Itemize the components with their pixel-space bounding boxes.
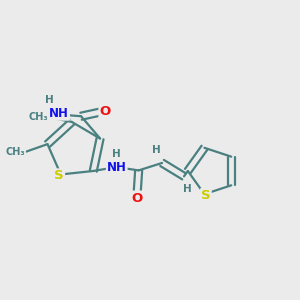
Text: H: H (112, 149, 121, 159)
Text: CH₃: CH₃ (5, 148, 25, 158)
Text: O: O (132, 191, 143, 205)
Text: S: S (201, 189, 211, 202)
Text: NH: NH (107, 161, 127, 174)
Text: S: S (55, 169, 64, 182)
Text: CH₃: CH₃ (29, 112, 48, 122)
Text: O: O (99, 105, 111, 118)
Text: H: H (152, 146, 161, 155)
Text: NH: NH (49, 107, 69, 120)
Text: H: H (45, 95, 54, 106)
Text: H: H (183, 184, 192, 194)
